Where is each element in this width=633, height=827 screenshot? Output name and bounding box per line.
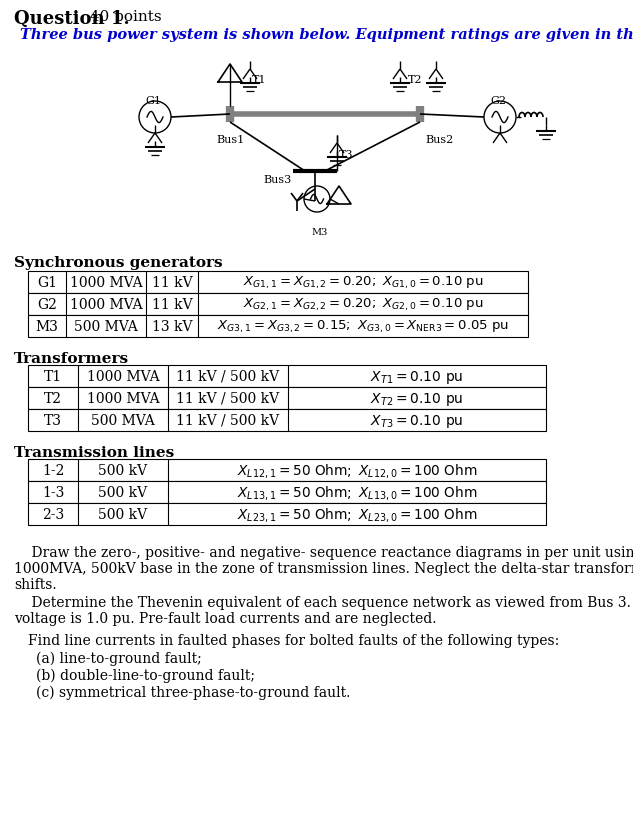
Text: 500 kV: 500 kV [99,485,147,500]
Bar [28,366,546,388]
Text: Draw the zero-, positive- and negative- sequence reactance diagrams in per unit : Draw the zero-, positive- and negative- … [14,545,633,591]
Text: $X_{L23,1}=50\ \mathrm{Ohm};\ X_{L23,0}=100\ \mathrm{Ohm}$: $X_{L23,1}=50\ \mathrm{Ohm};\ X_{L23,0}=… [237,505,477,523]
Text: 11 kV: 11 kV [152,275,192,289]
Text: $X_{T1}=0.10\ \mathrm{pu}$: $X_{T1}=0.10\ \mathrm{pu}$ [370,368,464,385]
Text: 13 kV: 13 kV [152,319,192,333]
Text: $X_{G2,1}=X_{G2,2}=0.20;\ X_{G2,0}=0.10\ \mathrm{pu}$: $X_{G2,1}=X_{G2,2}=0.20;\ X_{G2,0}=0.10\… [243,297,483,313]
Text: 1-2: 1-2 [42,463,64,477]
Bar [28,388,546,409]
Text: M3: M3 [311,227,327,237]
Bar [28,294,528,316]
Text: $X_{T2}=0.10\ \mathrm{pu}$: $X_{T2}=0.10\ \mathrm{pu}$ [370,390,464,407]
Text: Three bus power system is shown below. Equipment ratings are given in the tables: Three bus power system is shown below. E… [20,28,633,42]
Text: Transmission lines: Transmission lines [14,446,174,460]
Text: $X_{T3}=0.10\ \mathrm{pu}$: $X_{T3}=0.10\ \mathrm{pu}$ [370,412,464,429]
Text: $X_{G1,1}=X_{G1,2}=0.20;\ X_{G1,0}=0.10\ \mathrm{pu}$: $X_{G1,1}=X_{G1,2}=0.20;\ X_{G1,0}=0.10\… [243,275,483,291]
Text: $X_{G3,1}=X_{G3,2}=0.15;\ X_{G3,0}=X_{\mathrm{NER3}}=0.05\ \mathrm{pu}$: $X_{G3,1}=X_{G3,2}=0.15;\ X_{G3,0}=X_{\m… [217,318,509,335]
Text: 1000 MVA: 1000 MVA [87,391,160,405]
Text: Determine the Thevenin equivalent of each sequence network as viewed from Bus 3.: Determine the Thevenin equivalent of eac… [14,595,633,625]
Text: G2: G2 [490,96,506,106]
Text: 40 points: 40 points [80,10,161,24]
Text: 1000 MVA: 1000 MVA [70,298,142,312]
Text: G2: G2 [37,298,57,312]
Text: G1: G1 [145,96,161,106]
Text: 2-3: 2-3 [42,508,64,521]
Text: T1: T1 [44,370,62,384]
Text: Bus3: Bus3 [263,174,291,184]
Text: 1-3: 1-3 [42,485,64,500]
Text: T1: T1 [252,75,266,85]
Text: 11 kV / 500 kV: 11 kV / 500 kV [177,414,280,428]
Text: 11 kV: 11 kV [152,298,192,312]
Text: M3: M3 [35,319,58,333]
Text: Bus2: Bus2 [425,135,453,145]
Text: T2: T2 [408,75,422,85]
Text: 500 kV: 500 kV [99,463,147,477]
Text: T3: T3 [44,414,62,428]
Text: 500 kV: 500 kV [99,508,147,521]
Text: $X_{L13,1}=50\ \mathrm{Ohm};\ X_{L13,0}=100\ \mathrm{Ohm}$: $X_{L13,1}=50\ \mathrm{Ohm};\ X_{L13,0}=… [237,484,477,501]
Text: Question 1.: Question 1. [14,10,130,28]
Text: 11 kV / 500 kV: 11 kV / 500 kV [177,370,280,384]
Bar [28,481,546,504]
Text: Find line currents in faulted phases for bolted faults of the following types:: Find line currents in faulted phases for… [28,633,559,648]
Text: (b) double-line-to-ground fault;: (b) double-line-to-ground fault; [36,668,255,682]
Bar [28,409,546,432]
Text: 500 MVA: 500 MVA [74,319,138,333]
Bar [28,316,528,337]
Text: $X_{L12,1}=50\ \mathrm{Ohm};\ X_{L12,0}=100\ \mathrm{Ohm}$: $X_{L12,1}=50\ \mathrm{Ohm};\ X_{L12,0}=… [237,461,477,480]
Circle shape [304,187,330,213]
Text: T2: T2 [44,391,62,405]
Circle shape [139,102,171,134]
Text: 1000 MVA: 1000 MVA [87,370,160,384]
Circle shape [484,102,516,134]
Text: 1000 MVA: 1000 MVA [70,275,142,289]
Text: Transformers: Transformers [14,351,129,366]
Text: (c) symmetrical three-phase-to-ground fault.: (c) symmetrical three-phase-to-ground fa… [36,686,351,700]
Text: T3: T3 [339,150,353,160]
Bar [28,504,546,525]
Bar [28,272,528,294]
Text: 500 MVA: 500 MVA [91,414,155,428]
Text: 11 kV / 500 kV: 11 kV / 500 kV [177,391,280,405]
Bar [28,460,546,481]
Text: Bus1: Bus1 [216,135,244,145]
Text: G1: G1 [37,275,57,289]
Text: (a) line-to-ground fault;: (a) line-to-ground fault; [36,651,202,666]
Text: Synchronous generators: Synchronous generators [14,256,223,270]
